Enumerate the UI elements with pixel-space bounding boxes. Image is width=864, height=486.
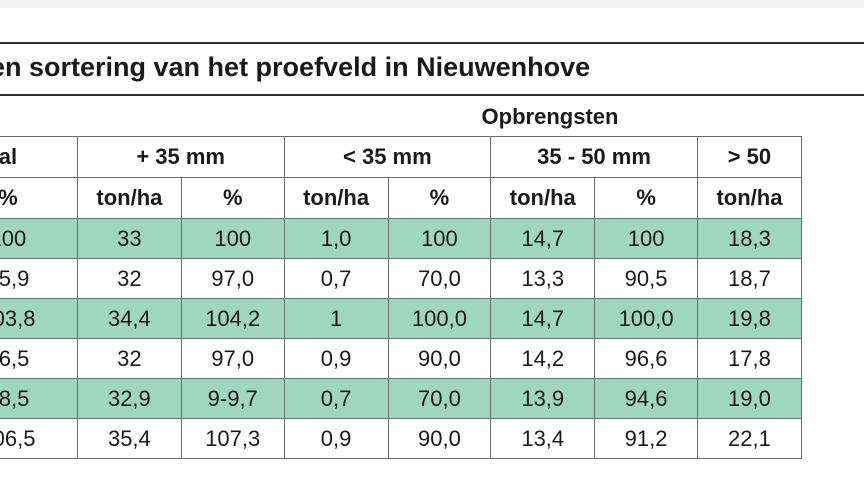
table-cell: 9-9,7	[180, 378, 285, 419]
sub-header: ton/ha	[490, 177, 596, 219]
yield-table: al + 35 mm < 35 mm 35 - 50 mm > 50 % ton…	[0, 136, 803, 459]
col-header-gt50: > 50	[696, 136, 803, 178]
sub-header: %	[594, 177, 698, 219]
table-cell: 106,5	[0, 418, 78, 459]
table-cell: 0,7	[283, 378, 389, 419]
table-cell: 97,0	[180, 258, 285, 299]
table-cell: 18,3	[696, 218, 803, 259]
table-title: en sortering van het proefveld in Nieuwe…	[0, 52, 591, 82]
table-cell: 96,6	[594, 338, 698, 379]
table-cell: 17,8	[696, 338, 803, 379]
table-cell: 100	[387, 218, 492, 259]
col-header-35-50: 35 - 50 mm	[490, 136, 698, 178]
table-cell: 13,9	[490, 378, 596, 419]
header-row-sub: % ton/ha % ton/ha % ton/ha % ton/ha	[0, 177, 803, 219]
table-cell: 90,0	[387, 338, 492, 379]
col-header-plus35: + 35 mm	[76, 136, 285, 178]
table-cell: 14,2	[490, 338, 596, 379]
table-cell: 18,7	[696, 258, 803, 299]
table-cell: 96,5	[0, 338, 78, 379]
table-cell: 32,9	[76, 378, 182, 419]
table-cell: 0,9	[283, 418, 389, 459]
top-band	[0, 0, 864, 8]
table-cell: 104,2	[180, 298, 285, 339]
table-cell: 32	[76, 338, 182, 379]
sub-header: %	[387, 177, 492, 219]
table-cell: 1	[283, 298, 389, 339]
table-cell: 34,4	[76, 298, 182, 339]
table-cell: 103,8	[0, 298, 78, 339]
sub-header: %	[180, 177, 285, 219]
col-header-total: al	[0, 136, 78, 178]
table-cell: 97,0	[180, 338, 285, 379]
table-cell: 107,3	[180, 418, 285, 459]
sub-header: ton/ha	[283, 177, 389, 219]
col-header-lt35: < 35 mm	[283, 136, 492, 178]
table-cell: 100	[180, 218, 285, 259]
table-cell: 19,0	[696, 378, 803, 419]
table-cell: 100	[594, 218, 698, 259]
table-cell: 0,7	[283, 258, 389, 299]
table-figure: en sortering van het proefveld in Nieuwe…	[0, 42, 864, 466]
header-row-top: al + 35 mm < 35 mm 35 - 50 mm > 50	[0, 136, 803, 178]
table-cell: 100	[0, 218, 78, 259]
table-cell: 22,1	[696, 418, 803, 459]
table-cell: 94,6	[594, 378, 698, 419]
table-cell: 1,0	[283, 218, 389, 259]
sub-header: %	[0, 177, 78, 219]
table-cell: 32	[76, 258, 182, 299]
table-cell: 35,4	[76, 418, 182, 459]
table-cell: 95,9	[0, 258, 78, 299]
table-cell: 0,9	[283, 338, 389, 379]
title-rule	[0, 94, 864, 96]
table-body: 100331001,010014,710018,395,93297,00,770…	[0, 218, 803, 459]
table-cell: 13,4	[490, 418, 596, 459]
table-cell: 19,8	[696, 298, 803, 339]
table-cell: 33	[76, 218, 182, 259]
table-cell: 98,5	[0, 378, 78, 419]
sub-header: ton/ha	[696, 177, 803, 219]
table-cell: 70,0	[387, 378, 492, 419]
table-cell: 13,3	[490, 258, 596, 299]
table-cell: 100,0	[594, 298, 698, 339]
table-cell: 91,2	[594, 418, 698, 459]
table-cell: 70,0	[387, 258, 492, 299]
table-row: 98,532,99-9,70,770,013,994,619,0	[0, 378, 803, 419]
group-header: Opbrengsten	[481, 104, 619, 129]
table-cell: 90,0	[387, 418, 492, 459]
table-cell: 90,5	[594, 258, 698, 299]
table-cell: 100,0	[387, 298, 492, 339]
table-cell: 14,7	[490, 218, 596, 259]
sub-header: ton/ha	[76, 177, 182, 219]
table-cell: 14,7	[490, 298, 596, 339]
